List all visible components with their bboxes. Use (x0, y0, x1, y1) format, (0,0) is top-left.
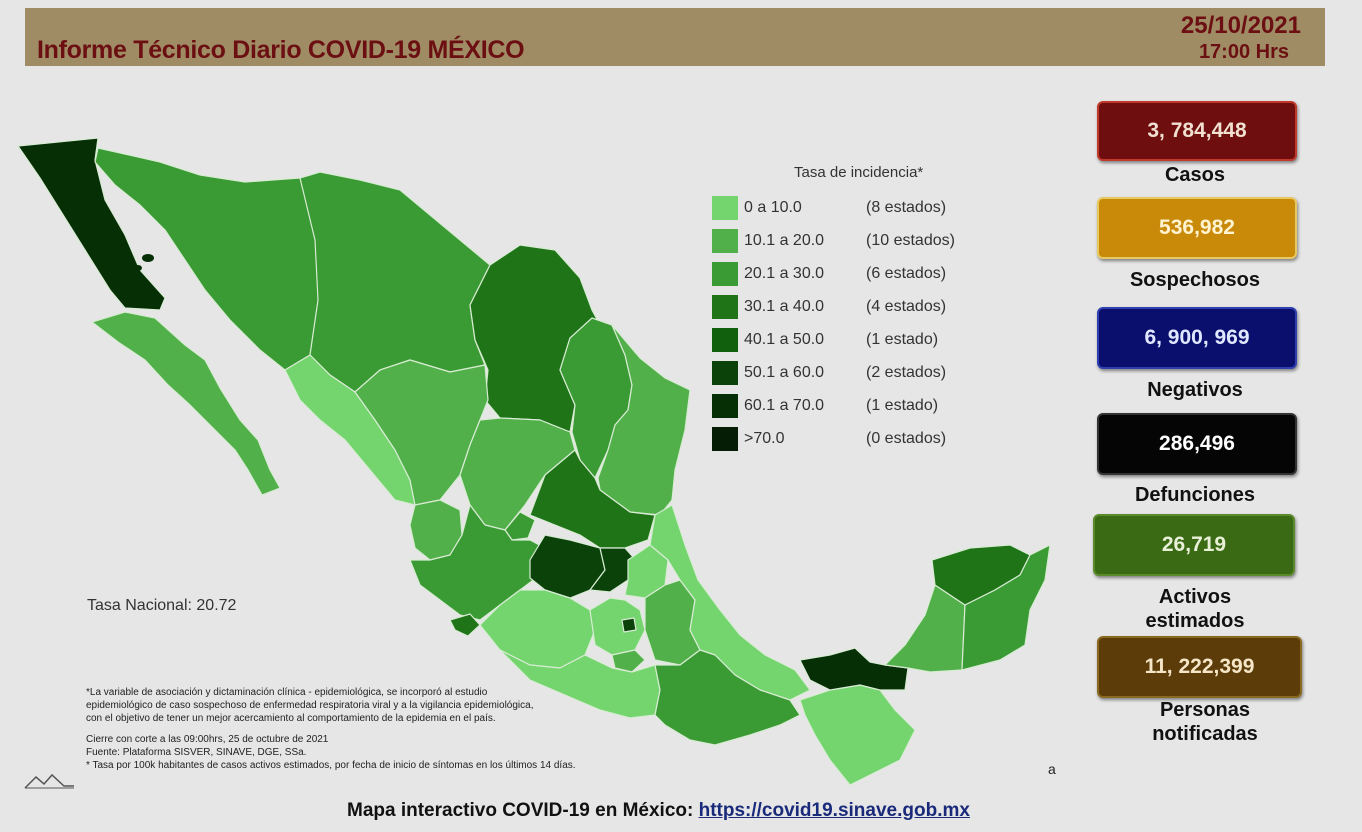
stat-value-defunciones: 286,496 (1159, 432, 1235, 455)
legend-count: (1 estado) (866, 331, 939, 348)
map-state-oaxaca (654, 649, 801, 746)
map-state-colima (449, 613, 481, 637)
legend-range: 60.1 a 70.0 (744, 397, 825, 414)
stat-value-sospechosos: 536,982 (1159, 216, 1235, 239)
legend-swatch (712, 394, 738, 418)
footer-line: Mapa interactivo COVID-19 en México: htt… (347, 800, 970, 822)
legend-swatch (712, 328, 738, 352)
stat-label-sospechosos: Sospechosos (1129, 269, 1261, 291)
map-state-mexico (589, 597, 646, 656)
legend-swatch (712, 196, 738, 220)
footnotes: *La variable de asociación y dictaminaci… (86, 686, 626, 772)
stat-label-activos: Activos estimados (1145, 586, 1245, 632)
legend-count: (2 estados) (866, 364, 947, 381)
footnote-line: con el objetivo de tener un mejor acerca… (86, 713, 496, 724)
map-state-queretaro (589, 547, 641, 593)
map-state-quintana-roo (961, 544, 1051, 671)
footnote-line: *La variable de asociación y dictaminaci… (86, 687, 488, 698)
map-state-baja-california (17, 137, 166, 311)
stat-label-notificadas: Personas notificadas (1152, 699, 1258, 745)
legend-count: (0 estados) (866, 430, 947, 447)
legend-count: (1 estado) (866, 397, 939, 414)
legend-count: (10 estados) (866, 232, 955, 249)
stat-value-negativos: 6, 900, 969 (1144, 326, 1250, 349)
map-state-san-luis-potosi (529, 449, 656, 549)
stat-box-notificadas: 11, 222,399 (1097, 636, 1302, 698)
report-date: 25/10/2021 (1180, 12, 1301, 39)
legend-swatch (712, 427, 738, 451)
map-island (142, 254, 154, 262)
map-island (134, 265, 142, 271)
map-state-chihuahua (299, 171, 491, 393)
legend-swatch (712, 229, 738, 253)
footer-text: Mapa interactivo COVID-19 en México: (347, 800, 699, 821)
map-state-baja-california-sur (91, 311, 281, 496)
stat-box-casos: 3, 784,448 (1097, 101, 1297, 161)
stat-value-activos: 26,719 (1161, 533, 1227, 556)
legend-title: Tasa de incidencia* (794, 164, 924, 181)
legend-range: >70.0 (744, 430, 785, 447)
mexico-map (17, 137, 1051, 786)
legend-range: 30.1 a 40.0 (744, 298, 825, 315)
map-state-chiapas (799, 684, 916, 786)
legend-count: (6 estados) (866, 265, 947, 282)
stat-box-sospechosos: 536,982 (1097, 197, 1297, 259)
map-state-cdmx (621, 617, 637, 633)
footnote-line: * Tasa por 100k habitantes de casos acti… (86, 760, 576, 771)
legend-range: 10.1 a 20.0 (744, 232, 825, 249)
map-state-campeche (884, 584, 966, 673)
map-state-tabasco (799, 647, 909, 691)
stat-label-casos: Casos (1164, 164, 1226, 186)
stat-value-notificadas: 11, 222,399 (1144, 655, 1255, 678)
mountain-logo-icon (24, 773, 74, 789)
footnote-line: epidemiológico de caso sospechoso de enf… (86, 700, 534, 711)
legend-range: 20.1 a 30.0 (744, 265, 825, 282)
footnote-line: Cierre con corte a las 09:00hrs, 25 de o… (86, 734, 329, 745)
legend-range: 40.1 a 50.0 (744, 331, 825, 348)
interactive-map-link[interactable]: https://covid19.sinave.gob.mx (698, 800, 970, 821)
map-state-sonora (94, 147, 321, 371)
report-title: Informe Técnico Diario COVID-19 MÉXICO (37, 36, 525, 64)
map-state-zacatecas (459, 417, 576, 531)
stat-label-negativos: Negativos (1147, 379, 1243, 401)
legend-range: 0 a 10.0 (744, 199, 802, 216)
header-banner: Informe Técnico Diario COVID-19 MÉXICO 2… (25, 8, 1325, 66)
national-rate: Tasa Nacional: 20.72 (87, 597, 237, 614)
legend-count: (8 estados) (866, 199, 947, 216)
stat-box-activos: 26,719 (1093, 514, 1295, 576)
stat-box-defunciones: 286,496 (1097, 413, 1297, 475)
stat-label-defunciones: Defunciones (1134, 484, 1256, 506)
footnote-line: Fuente: Plataforma SISVER, SINAVE, DGE, … (86, 747, 307, 758)
legend-swatch (712, 295, 738, 319)
map-state-jalisco (409, 504, 546, 621)
stray-mark: a (1048, 761, 1056, 777)
legend-swatch (712, 361, 738, 385)
report-time: 17:00 Hrs (1198, 41, 1289, 63)
stat-box-negativos: 6, 900, 969 (1097, 307, 1297, 369)
legend-count: (4 estados) (866, 298, 947, 315)
stat-value-casos: 3, 784,448 (1147, 119, 1247, 142)
map-state-morelos (611, 649, 646, 673)
legend-range: 50.1 a 60.0 (744, 364, 825, 381)
legend-swatch (712, 262, 738, 286)
